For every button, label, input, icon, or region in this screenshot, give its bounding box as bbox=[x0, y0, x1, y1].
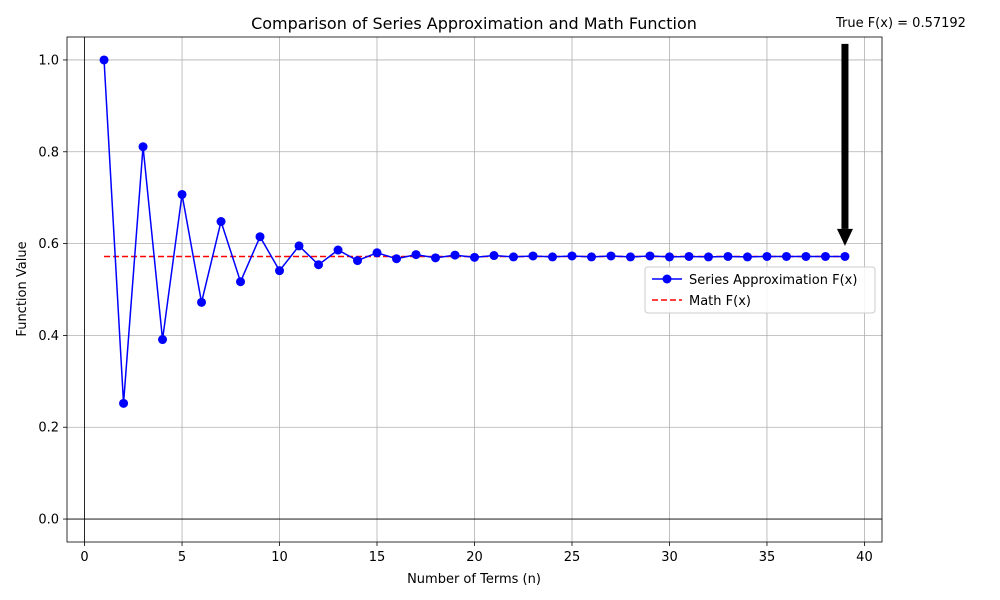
series-point bbox=[508, 252, 518, 262]
x-ticks: 0 5 10 15 20 25 30 35 40 bbox=[80, 542, 873, 565]
series-point bbox=[801, 251, 811, 261]
x-tick-label: 30 bbox=[661, 550, 678, 565]
chart-title: Comparison of Series Approximation and M… bbox=[251, 14, 697, 33]
annotation-arrow-shaft bbox=[841, 43, 849, 229]
series-point bbox=[314, 260, 324, 270]
series-point bbox=[392, 254, 402, 264]
y-axis-title: Function Value bbox=[15, 241, 30, 336]
x-axis-title: Number of Terms (n) bbox=[407, 572, 541, 587]
series-point bbox=[431, 253, 441, 263]
x-tick-label: 40 bbox=[856, 550, 873, 565]
series-point bbox=[781, 251, 791, 261]
x-tick-label: 20 bbox=[466, 550, 483, 565]
series-point bbox=[645, 251, 655, 261]
series-point bbox=[723, 251, 733, 261]
x-tick-label: 10 bbox=[271, 550, 288, 565]
series-point bbox=[294, 241, 304, 251]
series-point bbox=[528, 251, 538, 261]
series-point bbox=[470, 252, 479, 262]
series-point bbox=[411, 250, 421, 260]
series-point bbox=[567, 251, 577, 261]
y-ticks: 0.0 0.2 0.4 0.6 0.8 1.0 bbox=[38, 53, 67, 528]
series-point bbox=[606, 251, 616, 261]
y-tick-label: 1.0 bbox=[38, 53, 59, 68]
y-tick-label: 0.8 bbox=[38, 145, 59, 160]
x-tick-label: 15 bbox=[369, 550, 386, 565]
series-point bbox=[353, 256, 363, 266]
annotation-arrow-head bbox=[836, 228, 853, 246]
series-point bbox=[703, 252, 713, 262]
series-point bbox=[333, 245, 343, 255]
y-tick-label: 0.0 bbox=[38, 513, 59, 528]
annotation: True F(x) = 0.57192 bbox=[835, 16, 966, 246]
annotation-text: True F(x) = 0.57192 bbox=[835, 16, 966, 31]
x-tick-label: 25 bbox=[564, 550, 581, 565]
legend: Series Approximation F(x) Math F(x) bbox=[644, 266, 876, 314]
series-point bbox=[547, 252, 557, 262]
series-point bbox=[177, 189, 187, 199]
series-point bbox=[197, 297, 207, 307]
series-point bbox=[119, 398, 129, 408]
series-point bbox=[625, 252, 635, 262]
y-tick-label: 0.4 bbox=[38, 329, 59, 344]
series-point bbox=[99, 55, 109, 65]
series-point bbox=[742, 252, 752, 262]
series-point bbox=[840, 251, 850, 261]
series-point bbox=[275, 266, 285, 276]
legend-box bbox=[644, 266, 876, 314]
series-point bbox=[255, 232, 265, 242]
series-point bbox=[489, 251, 499, 261]
series-point bbox=[138, 142, 148, 152]
series-point bbox=[372, 248, 382, 258]
x-tick-label: 35 bbox=[759, 550, 776, 565]
x-tick-label: 5 bbox=[178, 550, 186, 565]
series-point bbox=[820, 251, 830, 261]
legend-marker-series bbox=[662, 274, 672, 284]
series-point bbox=[158, 335, 168, 345]
x-tick-label: 0 bbox=[80, 550, 88, 565]
series-point bbox=[684, 251, 694, 261]
series-point bbox=[450, 250, 460, 260]
y-tick-label: 0.2 bbox=[38, 421, 59, 436]
series-point bbox=[236, 277, 246, 287]
series-point bbox=[216, 217, 226, 227]
series-point bbox=[762, 251, 772, 261]
series-point bbox=[586, 252, 596, 262]
series-point bbox=[664, 252, 674, 262]
legend-label-series: Series Approximation F(x) bbox=[689, 273, 857, 288]
series-markers bbox=[99, 55, 850, 408]
y-tick-label: 0.6 bbox=[38, 237, 59, 252]
legend-label-math: Math F(x) bbox=[689, 294, 751, 309]
